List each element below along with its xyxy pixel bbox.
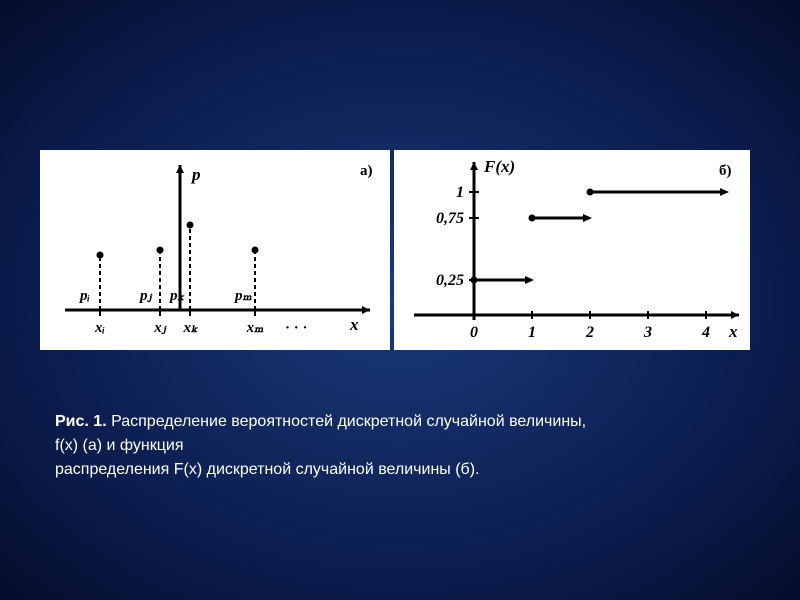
- svg-text:xₘ: xₘ: [246, 320, 265, 336]
- svg-text:0: 0: [470, 324, 478, 341]
- caption-line1: Распределение вероятностей дискретной сл…: [111, 413, 586, 430]
- svg-text:а): а): [360, 163, 373, 179]
- svg-text:pₘ: pₘ: [233, 288, 253, 304]
- figure-caption: Рис. 1. Распределение вероятностей дискр…: [55, 410, 586, 482]
- svg-text:x: x: [349, 315, 359, 334]
- svg-text:x: x: [728, 322, 738, 341]
- caption-line3: распределения F(x) дискретной случайной …: [55, 461, 480, 478]
- svg-text:1: 1: [456, 184, 464, 201]
- svg-text:pₖ: pₖ: [168, 288, 185, 304]
- svg-text:xᵢ: xᵢ: [94, 320, 105, 336]
- chart-b-svg: F(x) x б) 0 1 2 3 4 0,25 0,75 1: [394, 150, 750, 350]
- svg-text:0,25: 0,25: [436, 272, 464, 289]
- svg-text:2: 2: [585, 324, 594, 341]
- svg-text:p: p: [190, 165, 201, 184]
- svg-text:pᵢ: pᵢ: [78, 288, 90, 304]
- svg-text:0,75: 0,75: [436, 210, 464, 227]
- chart-b-panel: F(x) x б) 0 1 2 3 4 0,25 0,75 1: [394, 150, 750, 350]
- svg-text:xₖ: xₖ: [183, 320, 199, 336]
- chart-a-panel: p x а) xᵢpᵢ xⱼpⱼ xₖ pₖ xₘ pₘ · · ·: [40, 150, 390, 350]
- svg-text:xⱼ: xⱼ: [153, 320, 167, 336]
- caption-line2: f(x) (а) и функция: [55, 437, 184, 454]
- svg-text:· · ·: · · ·: [285, 320, 308, 336]
- caption-prefix: Рис. 1.: [55, 413, 111, 430]
- svg-text:б): б): [719, 163, 732, 179]
- svg-text:pⱼ: pⱼ: [138, 288, 153, 304]
- charts-container: p x а) xᵢpᵢ xⱼpⱼ xₖ pₖ xₘ pₘ · · · F(x) x б) 0 1 2 3 4 0,…: [40, 150, 750, 350]
- svg-text:3: 3: [643, 324, 652, 341]
- svg-text:F(x): F(x): [483, 157, 515, 176]
- svg-text:4: 4: [701, 324, 710, 341]
- chart-a-svg: p x а) xᵢpᵢ xⱼpⱼ xₖ pₖ xₘ pₘ · · ·: [40, 150, 390, 350]
- svg-text:1: 1: [528, 324, 536, 341]
